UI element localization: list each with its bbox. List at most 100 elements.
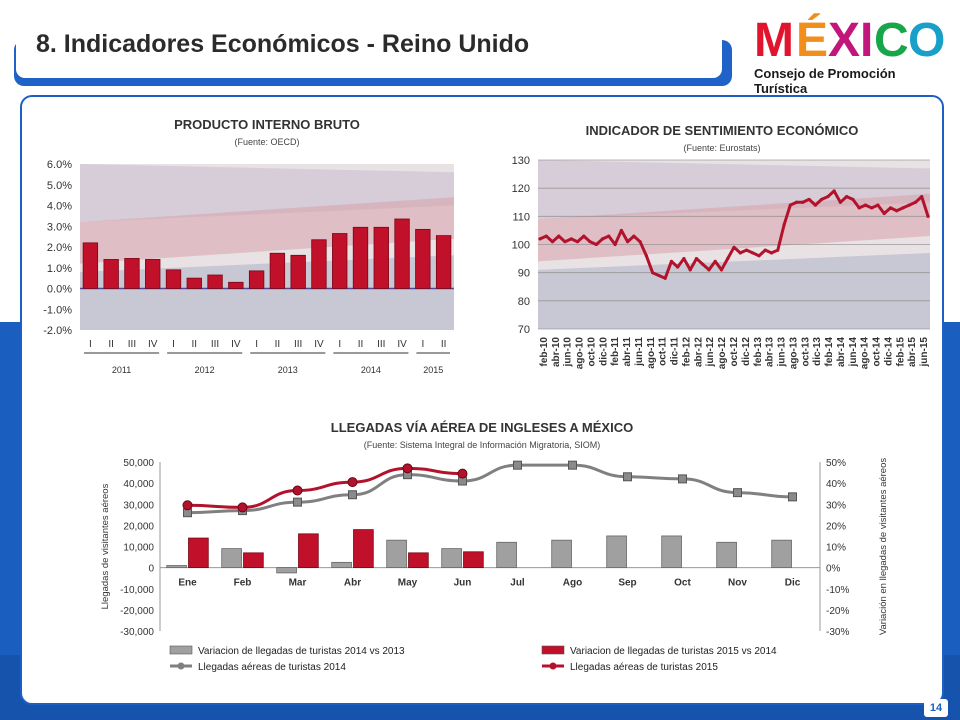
arrivals-bar-2014-vs-2013	[551, 539, 572, 569]
arrivals-2015-marker	[182, 500, 193, 511]
gdp-ytick-label: -1.0%	[43, 304, 72, 316]
arrivals-y2tick-label: 20%	[826, 521, 846, 532]
arrivals-bar-2014-vs-2013	[716, 541, 737, 569]
sentiment-x-tick-label: feb-10	[539, 337, 550, 367]
gdp-x-tick-label: I	[338, 339, 341, 350]
arrivals-ytick-label: -30,000	[120, 627, 154, 638]
logo-letter-e: É	[796, 13, 828, 67]
arrivals-x-tick-label: Jun	[454, 578, 472, 589]
arrivals-y2label: Variación en llegadas de visitantes aére…	[878, 458, 889, 636]
sentiment-point	[820, 197, 824, 202]
logo-letter-x: X	[828, 14, 860, 67]
sentiment-point	[832, 189, 836, 193]
sentiment-x-tick-label: abr-10	[551, 337, 562, 367]
gdp-year-label: 2013	[278, 365, 298, 375]
sentiment-x-tick-label: abr-14	[836, 337, 847, 367]
sentiment-point	[757, 254, 761, 258]
sentiment-x-tick-label: jun-10	[563, 337, 574, 368]
arrivals-ytick-label: 0	[148, 564, 154, 575]
sentiment-point	[544, 234, 548, 238]
sentiment-x-tick-label: feb-11	[610, 337, 621, 366]
arrivals-chart: 50,000 40,000 30,000 20,000 10,000 0 -10,000 -2…	[100, 458, 889, 673]
arrivals-x-tick-label: Feb	[234, 578, 252, 589]
arrivals-x-tick-label: Ene	[178, 578, 197, 589]
gdp-year-label: 2012	[195, 365, 215, 375]
sentiment-x-tick-label: ago-10	[575, 337, 586, 370]
sentiment-x-tick-label: dic-12	[741, 337, 752, 366]
arrivals-y2tick-label: 10%	[826, 543, 846, 554]
gdp-year-label: 2015	[423, 365, 443, 375]
gdp-x-tick-label: II	[275, 339, 281, 350]
sentiment-x-tick-label: jun-15	[919, 337, 930, 368]
gdp-bar	[82, 242, 99, 289]
sentiment-point	[769, 251, 774, 255]
sentiment-point	[613, 242, 617, 247]
arrivals-ytick-label: 50,000	[123, 458, 154, 469]
gdp-ytick-label: 0.0%	[47, 284, 72, 296]
gdp-year-label: 2011	[112, 365, 131, 375]
sentiment-point	[619, 228, 623, 233]
legend-2014-vs-2013-label: Variacion de llegadas de turistas 2014 v…	[198, 646, 405, 657]
sentiment-point	[719, 268, 724, 272]
gdp-x-tick-label: II	[358, 339, 364, 350]
legend-2014-vs-2013-swatch	[169, 645, 193, 655]
arrivals-y2tick-label: 40%	[826, 479, 846, 490]
arrivals-ylabel: Llegadas de visitantes aéreos	[100, 483, 111, 609]
gdp-bar	[373, 226, 389, 289]
legend-2014-arrivals-label: Llegadas aéreas de turistas 2014	[198, 662, 346, 673]
gdp-plot-flag-cross	[80, 197, 454, 264]
sentiment-point	[838, 200, 842, 204]
sentiment-x-tick-label: oct-11	[658, 337, 669, 366]
gdp-bar	[124, 258, 140, 289]
sentiment-point	[876, 203, 880, 207]
sentiment-point	[632, 234, 636, 238]
sentiment-x-tick-label: jun-12	[705, 337, 716, 368]
arrivals-chart-title: LLEGADAS VÍA AÉREA DE INGLESES A MÉXICO	[330, 420, 634, 435]
sentiment-point	[751, 251, 755, 255]
arrivals-ytick-label: 30,000	[123, 500, 154, 511]
logo-word: M É X I C O	[754, 13, 945, 67]
gdp-bar	[352, 226, 369, 289]
sentiment-point	[676, 265, 680, 269]
sentiment-x-tick-label: oct-12	[729, 337, 740, 367]
legend-2015-arrivals-swatch-marker	[549, 662, 557, 670]
sentiment-x-tick-label: ago-13	[788, 337, 799, 370]
arrivals-x-tick-label: Oct	[674, 578, 691, 589]
gdp-x-tick-label: III	[294, 339, 302, 350]
sentiment-x-tick-label: ago-11	[646, 337, 657, 369]
sentiment-chart-title: INDICADOR DE SENTIMIENTO ECONÓMICO	[585, 123, 859, 138]
sentiment-point	[807, 197, 811, 202]
sentiment-point	[726, 256, 730, 261]
gdp-year-label: 2014	[361, 365, 381, 375]
gdp-ytick-label: 4.0%	[47, 201, 72, 213]
sentiment-x-tick-label: jun-11	[634, 337, 645, 367]
gdp-bar	[290, 254, 306, 289]
sentiment-x-tick-label: oct-10	[586, 337, 597, 367]
gdp-x-tick-label: III	[211, 339, 219, 350]
arrivals-2014-line	[187, 463, 793, 515]
arrivals-bar-2014-vs-2013	[661, 535, 682, 569]
gdp-x-tick-label: II	[441, 339, 447, 350]
sentiment-point	[682, 256, 686, 261]
legend-2014-arrivals-swatch-marker	[177, 662, 185, 670]
sentiment-x-tick-label: jun-13	[777, 337, 788, 368]
gdp-chart: 6.0%5.0%4.0%3.0%2.0%1.0%0.0%-1.0%-2.0%I I…	[43, 159, 454, 375]
legend-2015-arrivals-label: Llegadas aéreas de turistas 2015	[570, 662, 718, 673]
sentiment-point	[713, 259, 717, 263]
sentiment-x-tick-label: feb-12	[681, 337, 692, 367]
sentiment-point	[782, 223, 786, 227]
sentiment-point	[895, 209, 899, 213]
gdp-x-tick-label: IV	[231, 339, 241, 350]
gdp-bar	[269, 252, 286, 289]
sentiment-ytick-label: 120	[512, 183, 530, 195]
sentiment-point	[557, 234, 561, 238]
gdp-bar	[332, 233, 348, 289]
sentiment-point	[538, 237, 542, 241]
sentiment-point	[550, 240, 555, 244]
title-box	[16, 12, 722, 78]
arrivals-bar-2014-vs-2013	[386, 539, 407, 569]
sentiment-point	[763, 248, 767, 252]
arrivals-ytick-label: 20,000	[123, 521, 154, 532]
legend-2015-vs-2014-swatch	[541, 645, 565, 655]
sentiment-x-tick-label: ago-12	[717, 337, 728, 370]
